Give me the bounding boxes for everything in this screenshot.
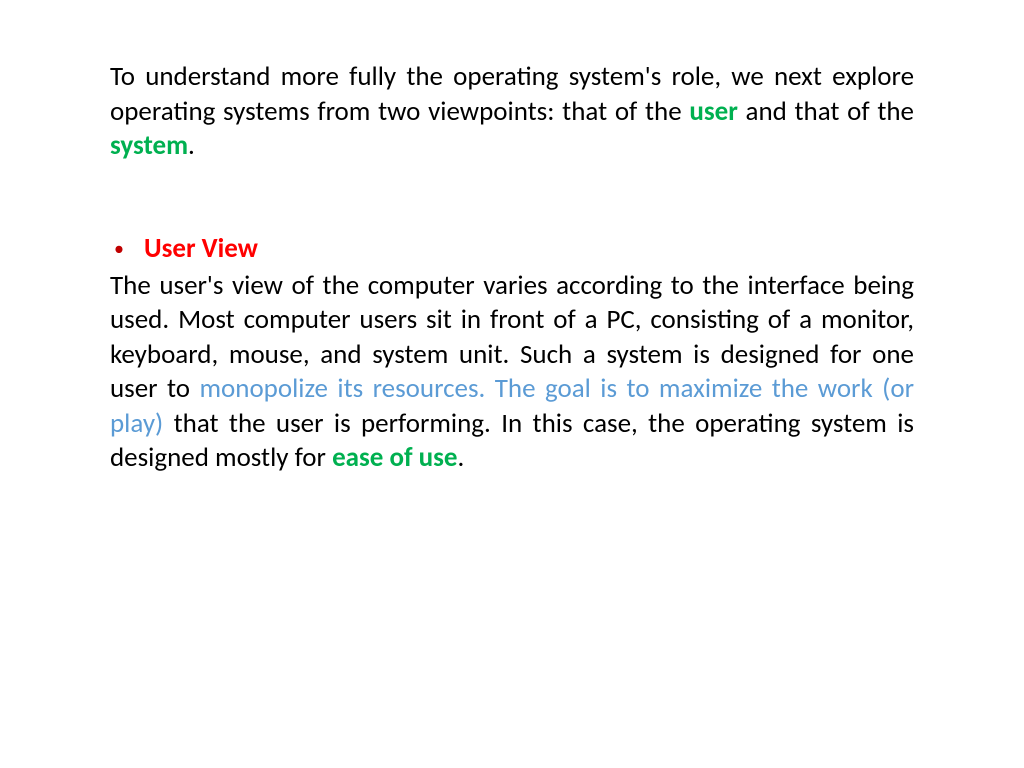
intro-text-3: . <box>188 129 195 162</box>
body-text-3: . <box>457 441 464 474</box>
intro-green-user: user <box>689 95 737 128</box>
intro-paragraph: To understand more fully the operating s… <box>110 60 914 164</box>
bullet-heading-row: • User View <box>110 232 914 265</box>
bullet-dot-icon: • <box>114 239 124 259</box>
intro-text-2: and that of the <box>738 95 914 128</box>
intro-green-system: system <box>110 129 188 162</box>
bullet-heading-label: User View <box>144 232 258 265</box>
body-paragraph: The user's view of the computer varies a… <box>110 269 914 476</box>
body-green-ease: ease of use <box>332 441 457 474</box>
body-text-2: that the user is performing. In this cas… <box>110 407 914 475</box>
